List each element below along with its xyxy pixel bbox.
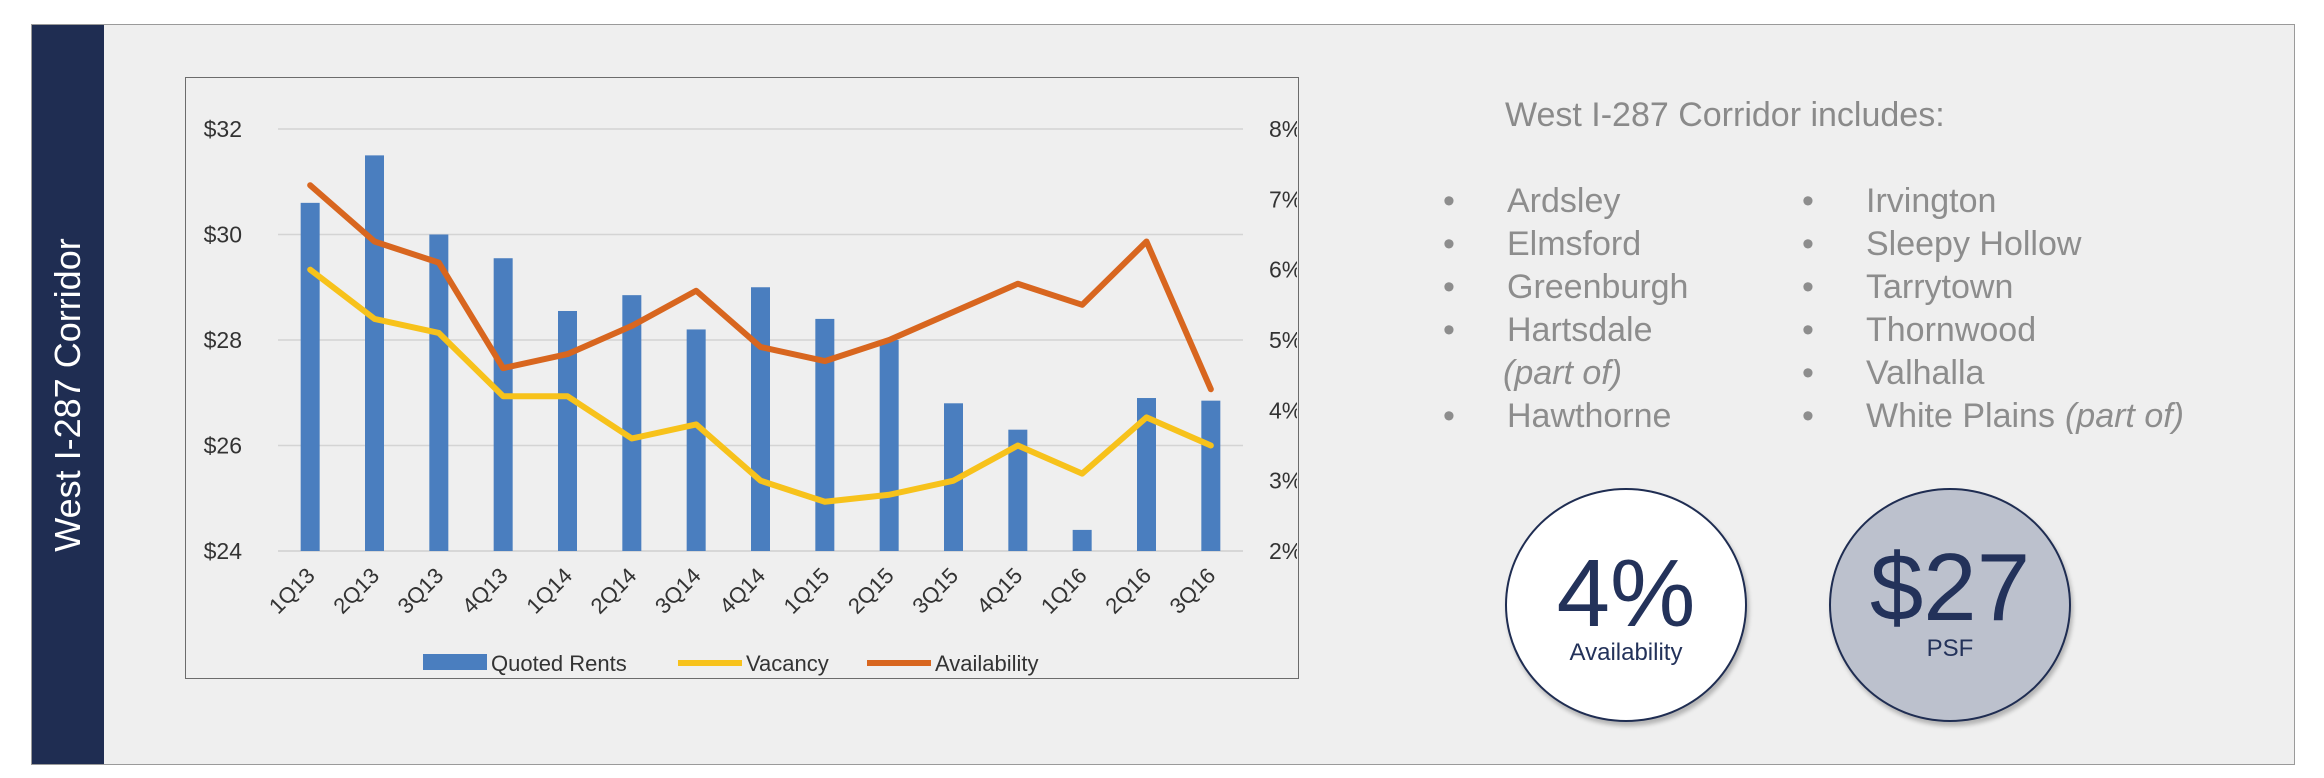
submarket-list-item: • Elmsford: [1439, 223, 1688, 266]
bar-quoted-rent: [1201, 400, 1221, 551]
bar-quoted-rent: [300, 202, 320, 551]
x-tick-label: 3Q16: [1165, 563, 1221, 619]
submarket-name: Greenburgh: [1507, 268, 1689, 306]
submarket-name: Hawthorne: [1507, 397, 1672, 435]
bar-quoted-rent: [558, 310, 577, 551]
submarket-list-item: • White Plains (part of): [1798, 395, 2184, 438]
bar-quoted-rent: [622, 295, 642, 551]
combo-chart: $24$26$28$30$322%3%4%5%6%7%8%1Q132Q133Q1…: [204, 116, 1297, 676]
x-tick-label: 4Q14: [714, 563, 770, 619]
bar-quoted-rent: [365, 155, 384, 551]
submarket-list-item: • Hawthorne: [1439, 395, 1688, 438]
submarket-name: Elmsford: [1507, 225, 1642, 263]
rent-label: PSF: [1926, 635, 1974, 662]
bar-quoted-rent: [429, 234, 449, 551]
bar-quoted-rent: [944, 403, 963, 551]
y-right-tick-label: 6%: [1269, 257, 1297, 283]
bullet-icon: •: [1443, 182, 1455, 220]
x-tick-label: 4Q13: [457, 563, 513, 619]
bullet-icon: •: [1802, 225, 1814, 263]
submarket-list-right: • Irvington • Sleepy Hollow • Tarrytown • Thorn…: [1798, 180, 2184, 438]
availability-value: 4%: [1556, 540, 1696, 647]
submarket-name: Tarrytown: [1866, 268, 2014, 306]
y-left-tick-label: $32: [204, 116, 242, 142]
bar-quoted-rent: [815, 318, 835, 551]
x-tick-label: 2Q14: [586, 563, 642, 619]
submarket-note: (part of): [2064, 397, 2185, 435]
x-tick-label: 3Q15: [907, 563, 963, 619]
submarket-list-item: • Thornwood: [1798, 309, 2184, 352]
x-tick-label: 1Q15: [779, 563, 835, 619]
bullet-icon: •: [1443, 225, 1455, 263]
chart-panel: $24$26$28$30$322%3%4%5%6%7%8%1Q132Q133Q1…: [185, 77, 1299, 679]
submarket-list-left: • Ardsley • Elmsford • Greenburgh • Hartsdale (p…: [1439, 180, 1688, 438]
bar-quoted-rent: [879, 340, 899, 551]
legend-label: Quoted Rents: [491, 651, 627, 676]
legend-label: Availability: [935, 651, 1039, 676]
x-tick-label: 3Q14: [650, 563, 706, 619]
submarket-name: White Plains: [1866, 397, 2055, 435]
legend-label: Vacancy: [746, 651, 829, 676]
bar-quoted-rent: [1137, 398, 1156, 551]
legend-swatch-quoted-rents: [423, 654, 487, 670]
bullet-icon: •: [1802, 268, 1814, 306]
x-tick-label: 1Q16: [1036, 563, 1092, 619]
bar-quoted-rent: [751, 287, 770, 551]
submarket-name: Valhalla: [1866, 354, 1985, 392]
x-tick-label: 1Q14: [521, 563, 577, 619]
submarket-note: (part of): [1503, 354, 1623, 392]
submarket-list-item: • Greenburgh: [1439, 266, 1688, 309]
x-tick-label: 2Q15: [843, 563, 899, 619]
y-left-tick-label: $26: [204, 433, 242, 459]
submarket-name: Sleepy Hollow: [1866, 225, 2082, 263]
submarket-name: Irvington: [1866, 182, 1997, 220]
bar-quoted-rent: [686, 329, 706, 551]
y-left-tick-label: $24: [204, 538, 243, 564]
y-right-tick-label: 8%: [1269, 116, 1297, 142]
bullet-icon: •: [1443, 311, 1455, 349]
bar-quoted-rent: [1072, 529, 1092, 551]
y-right-tick-label: 7%: [1269, 186, 1297, 212]
bullet-icon: •: [1443, 397, 1455, 435]
sidebar-title: West I-287 Corridor: [47, 238, 88, 552]
bullet-icon: •: [1802, 397, 1814, 435]
availability-stat-circle: 4% Availability: [1505, 488, 1747, 722]
rent-value: $27: [1869, 534, 2031, 641]
bar-quoted-rent: [493, 258, 513, 551]
availability-label: Availability: [1569, 639, 1683, 666]
submarket-list-item: • Ardsley: [1439, 180, 1688, 223]
sidebar: West I-287 Corridor: [32, 25, 104, 764]
submarket-list-item: • Sleepy Hollow: [1798, 223, 2184, 266]
bullet-icon: •: [1802, 182, 1814, 220]
y-right-tick-label: 2%: [1269, 538, 1297, 564]
x-tick-label: 3Q13: [393, 563, 449, 619]
submarket-list-item: • Irvington: [1798, 180, 2184, 223]
submarket-list-item: • Tarrytown: [1798, 266, 2184, 309]
y-right-tick-label: 3%: [1269, 468, 1297, 494]
submarket-list-title: West I-287 Corridor includes:: [1505, 96, 1945, 134]
x-tick-label: 2Q16: [1100, 563, 1156, 619]
bar-quoted-rent: [1008, 429, 1028, 551]
x-tick-label: 2Q13: [328, 563, 384, 619]
submarket-name: Thornwood: [1866, 311, 2037, 349]
bullet-icon: •: [1802, 311, 1814, 349]
bullet-icon: •: [1802, 354, 1814, 392]
submarket-list-item: • Hartsdale (part of): [1439, 309, 1688, 395]
y-right-tick-label: 5%: [1269, 327, 1297, 353]
x-tick-label: 4Q15: [972, 563, 1028, 619]
submarket-list-item: • Valhalla: [1798, 352, 2184, 395]
y-right-tick-label: 4%: [1269, 397, 1297, 423]
submarket-name: Hartsdale: [1507, 311, 1653, 349]
rent-stat-circle: $27 PSF: [1829, 488, 2071, 722]
submarket-name: Ardsley: [1507, 182, 1621, 220]
x-tick-label: 1Q13: [264, 563, 320, 619]
y-left-tick-label: $30: [204, 222, 242, 248]
y-left-tick-label: $28: [204, 327, 242, 353]
bullet-icon: •: [1443, 268, 1455, 306]
